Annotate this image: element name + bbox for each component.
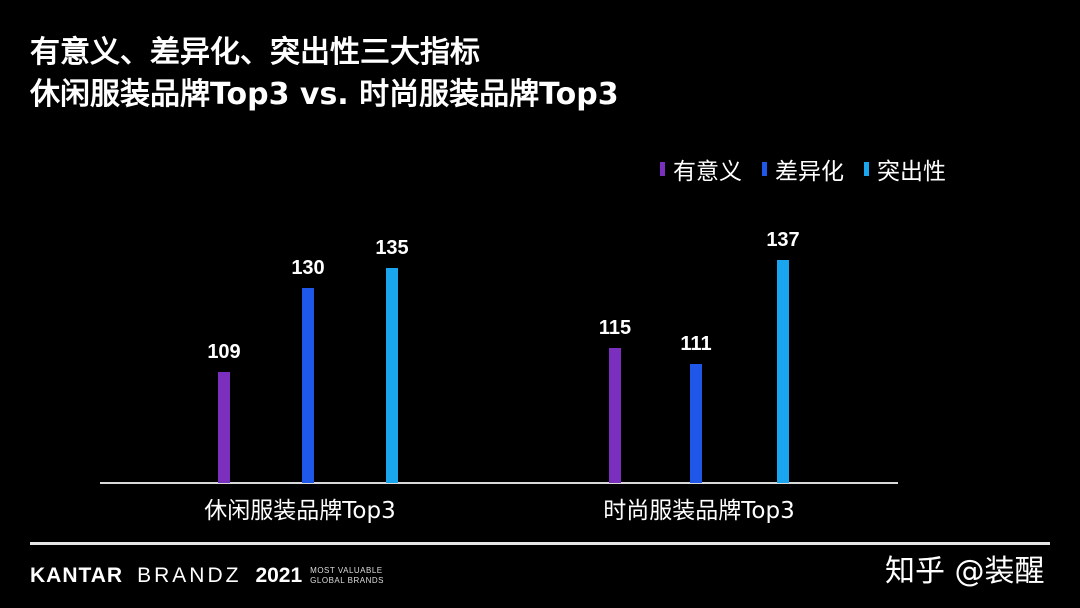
kantar-brandz-logo: KANTAR BRANDZ 2021 MOST VALUABLE GLOBAL … [30, 564, 384, 588]
title-line-1: 有意义、差异化、突出性三大指标 [30, 35, 480, 70]
logo-kantar: KANTAR [30, 564, 124, 587]
legend-item-meaningful: 有意义 [660, 152, 742, 186]
legend-item-salient: 突出性 [864, 152, 946, 186]
bar-2-0 [386, 268, 398, 483]
bar-2-1 [777, 260, 789, 483]
data-label-1-0: 130 [291, 257, 324, 279]
legend-label-meaningful: 有意义 [673, 159, 742, 185]
data-label-0-1: 115 [599, 317, 631, 339]
legend-swatch-different [762, 162, 767, 176]
data-label-0-0: 109 [207, 341, 240, 363]
bar-0-0 [218, 372, 230, 483]
legend: 有意义 差异化 突出性 [660, 152, 960, 186]
bar-chart: 109 130 135 休闲服装品牌Top3 115 111 137 时尚服装品牌Top3 [100, 229, 898, 524]
logo-year: 2021 [255, 564, 303, 587]
logo-tagline: MOST VALUABLE GLOBAL BRANDS [310, 566, 384, 586]
data-label-2-0: 135 [375, 237, 408, 259]
legend-item-different: 差异化 [762, 152, 844, 186]
logo-brandz: BRANDZ [137, 564, 242, 587]
category-label-1: 时尚服装品牌Top3 [603, 498, 794, 524]
logo-tagline-line1: MOST VALUABLE [310, 566, 383, 575]
data-label-2-1: 137 [766, 229, 799, 251]
legend-swatch-salient [864, 162, 869, 176]
bar-0-1 [609, 348, 621, 483]
legend-swatch-meaningful [660, 162, 665, 176]
legend-label-salient: 突出性 [877, 159, 946, 185]
bar-1-0 [302, 288, 314, 483]
logo-tagline-line2: GLOBAL BRANDS [310, 576, 384, 585]
title-line-2: 休闲服装品牌Top3 vs. 时尚服装品牌Top3 [30, 77, 619, 112]
chart-title: 有意义、差异化、突出性三大指标 休闲服装品牌Top3 vs. 时尚服装品牌Top… [30, 32, 619, 116]
legend-label-different: 差异化 [775, 159, 844, 185]
watermark: 知乎 @装醒 [885, 554, 1045, 589]
footer-divider [30, 542, 1050, 545]
bar-1-1 [690, 364, 702, 483]
data-label-1-1: 111 [680, 333, 711, 355]
category-label-0: 休闲服装品牌Top3 [204, 498, 395, 524]
